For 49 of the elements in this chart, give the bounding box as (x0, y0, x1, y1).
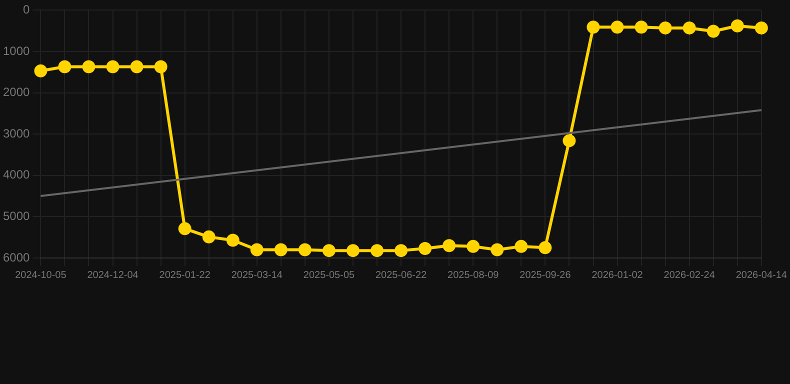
y-tick-label: 2000 (2, 85, 30, 100)
y-tick-label: 6000 (2, 250, 30, 264)
point (490, 243, 504, 256)
x-tick-label: 2024-10-05 (15, 270, 67, 281)
x-tick-label: 2025-01-22 (159, 270, 211, 281)
point (250, 243, 264, 256)
point (658, 21, 672, 34)
point (730, 19, 744, 32)
x-tick-label: 2025-06-22 (375, 270, 428, 281)
y-tick-label: 0 (23, 2, 30, 17)
point (298, 243, 312, 256)
point (586, 20, 600, 34)
point (562, 134, 576, 148)
point (634, 20, 648, 34)
point (154, 60, 168, 74)
point (346, 244, 360, 258)
x-tick-label: 2024-12-04 (87, 270, 139, 281)
point (442, 239, 456, 252)
point (58, 60, 72, 74)
point (274, 243, 288, 256)
point (226, 234, 240, 247)
point (514, 240, 528, 253)
y-tick-label: 3000 (2, 126, 30, 140)
point (610, 20, 624, 34)
point (34, 64, 48, 78)
point (130, 60, 144, 74)
point (418, 242, 432, 255)
y-tick-label: 4000 (2, 168, 30, 182)
point (754, 21, 768, 34)
point (394, 244, 408, 258)
point (538, 241, 552, 254)
y-tick-label: 1000 (2, 44, 30, 58)
x-tick-label: 2025-03-14 (231, 270, 283, 281)
point (178, 222, 192, 236)
x-tick-label: 2025-09-26 (520, 270, 572, 281)
x-tick-label: 2026-02-24 (664, 270, 716, 281)
point (466, 240, 480, 253)
point (706, 24, 720, 38)
point (82, 60, 96, 74)
point (322, 244, 336, 258)
x-tick-label: 2025-05-05 (303, 270, 355, 281)
point (202, 230, 216, 244)
x-tick-label: 2026-01-02 (592, 270, 644, 281)
point (370, 244, 384, 258)
x-tick-label: 2026-04-14 (736, 270, 788, 281)
y-tick-label: 5000 (2, 209, 30, 224)
point (106, 60, 120, 74)
x-tick-label: 2025-08-09 (448, 270, 500, 281)
point (682, 21, 696, 34)
